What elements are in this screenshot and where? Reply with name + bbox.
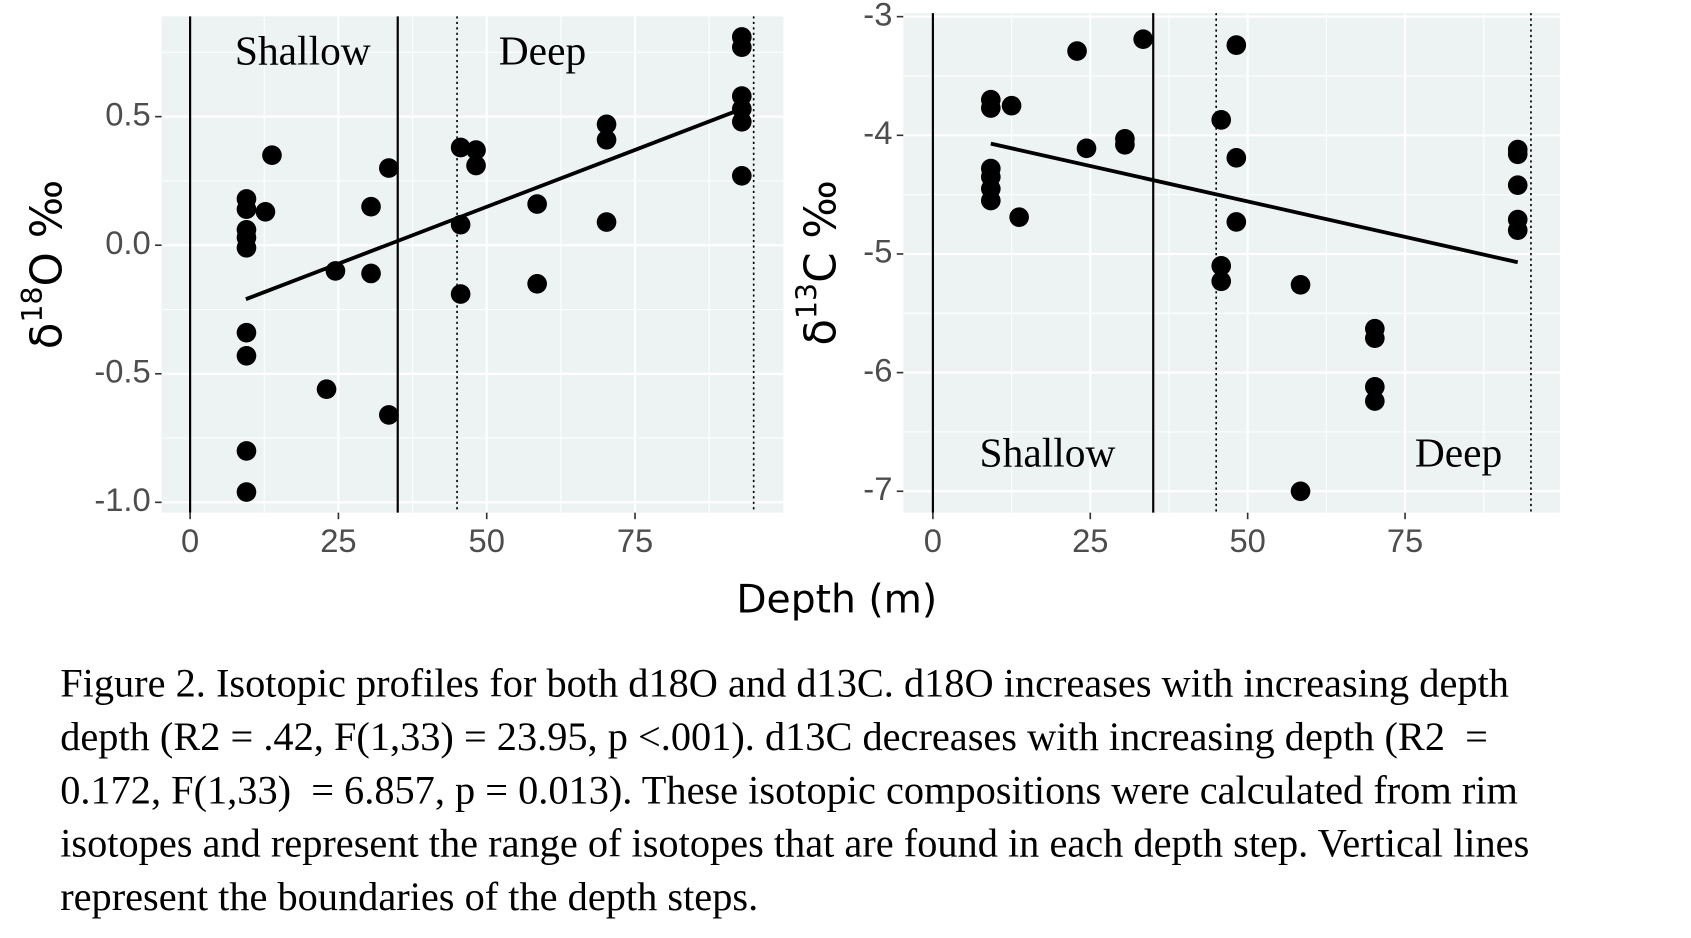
point bbox=[1001, 95, 1022, 116]
point bbox=[316, 379, 337, 400]
point bbox=[980, 98, 1001, 118]
point bbox=[1211, 256, 1232, 276]
y-tick-label: -0.5 bbox=[94, 352, 150, 389]
y-tick-label: 0.0 bbox=[105, 224, 150, 261]
point bbox=[1211, 271, 1232, 292]
point bbox=[1133, 29, 1153, 50]
x-tick-label: 75 bbox=[1387, 522, 1423, 559]
point bbox=[1507, 144, 1528, 165]
point bbox=[1226, 148, 1247, 168]
point bbox=[236, 345, 257, 366]
point bbox=[1067, 41, 1087, 61]
point bbox=[731, 37, 752, 58]
point bbox=[466, 155, 486, 176]
point bbox=[731, 111, 752, 132]
y-label-symbol: δ bbox=[797, 319, 847, 346]
point bbox=[1365, 377, 1385, 397]
trend-line bbox=[990, 141, 1519, 265]
point bbox=[361, 263, 381, 284]
point bbox=[1507, 175, 1528, 195]
x-tick-label: 25 bbox=[320, 522, 356, 559]
y-label-text: O ‰ bbox=[22, 180, 72, 287]
point bbox=[1290, 481, 1311, 502]
y-tick-label: -1.0 bbox=[94, 481, 150, 518]
y-label-symbol: δ bbox=[22, 323, 72, 350]
point bbox=[379, 405, 399, 425]
y-label-superscript: 13 bbox=[790, 283, 823, 319]
x-tick-label: 50 bbox=[1229, 522, 1265, 559]
point bbox=[980, 190, 1001, 211]
x-tick-label: 25 bbox=[1072, 522, 1108, 559]
x-tick-label: 0 bbox=[181, 522, 199, 559]
point bbox=[236, 441, 257, 461]
point bbox=[1365, 391, 1385, 411]
point bbox=[450, 137, 471, 158]
point bbox=[466, 140, 486, 160]
point bbox=[1115, 134, 1135, 155]
caption-line: 0.172, F(1,33) = 6.857, p = 0.013). Thes… bbox=[60, 767, 1518, 812]
point bbox=[1507, 220, 1528, 241]
point bbox=[255, 201, 276, 222]
x-tick-label: 50 bbox=[469, 522, 505, 559]
caption-line: Figure 2. Isotopic profiles for both d18… bbox=[60, 660, 1509, 705]
point bbox=[731, 165, 752, 186]
caption-line: represent the boundaries of the depth st… bbox=[60, 874, 758, 919]
point bbox=[1076, 138, 1097, 159]
y-axis-label: δ13C ‰ bbox=[790, 180, 846, 346]
y-tick-label: -3 bbox=[863, 0, 892, 32]
y-tick-label: -4 bbox=[863, 114, 892, 151]
y-tick-label: 0.5 bbox=[105, 95, 150, 132]
point bbox=[361, 196, 381, 217]
point bbox=[236, 237, 257, 258]
annotation: Deep bbox=[1415, 429, 1502, 475]
y-axis-label: δ18O ‰ bbox=[16, 180, 72, 349]
point bbox=[1365, 328, 1385, 349]
annotation: Shallow bbox=[235, 27, 371, 73]
x-axis-label: Depth (m) bbox=[736, 578, 937, 623]
annotation: Shallow bbox=[980, 429, 1116, 475]
point bbox=[1226, 35, 1247, 55]
point bbox=[1009, 207, 1029, 227]
point bbox=[379, 158, 399, 178]
point bbox=[1226, 212, 1247, 232]
y-tick-label: -5 bbox=[863, 233, 892, 270]
point bbox=[450, 284, 471, 304]
point bbox=[527, 194, 547, 214]
point bbox=[596, 114, 617, 135]
point bbox=[1290, 274, 1311, 295]
plot-panel bbox=[161, 16, 784, 513]
y-tick-label: -7 bbox=[863, 470, 892, 507]
caption-line: depth (R2 = .42, F(1,33) = 23.95, p <.00… bbox=[60, 714, 1488, 759]
annotation: Deep bbox=[499, 27, 586, 73]
point bbox=[596, 129, 617, 150]
caption-line: isotopes and represent the range of isot… bbox=[60, 821, 1529, 866]
y-label-text: C ‰ bbox=[797, 180, 847, 283]
point bbox=[262, 145, 282, 166]
y-label-superscript: 18 bbox=[16, 286, 49, 322]
y-tick-label: -6 bbox=[863, 351, 892, 388]
point bbox=[236, 482, 257, 502]
point bbox=[1211, 110, 1232, 130]
point bbox=[527, 273, 547, 294]
point bbox=[236, 322, 257, 343]
point bbox=[596, 212, 617, 232]
point bbox=[236, 199, 257, 220]
x-tick-label: 0 bbox=[924, 522, 942, 559]
trend-line bbox=[245, 107, 743, 301]
x-tick-label: 75 bbox=[617, 522, 653, 559]
